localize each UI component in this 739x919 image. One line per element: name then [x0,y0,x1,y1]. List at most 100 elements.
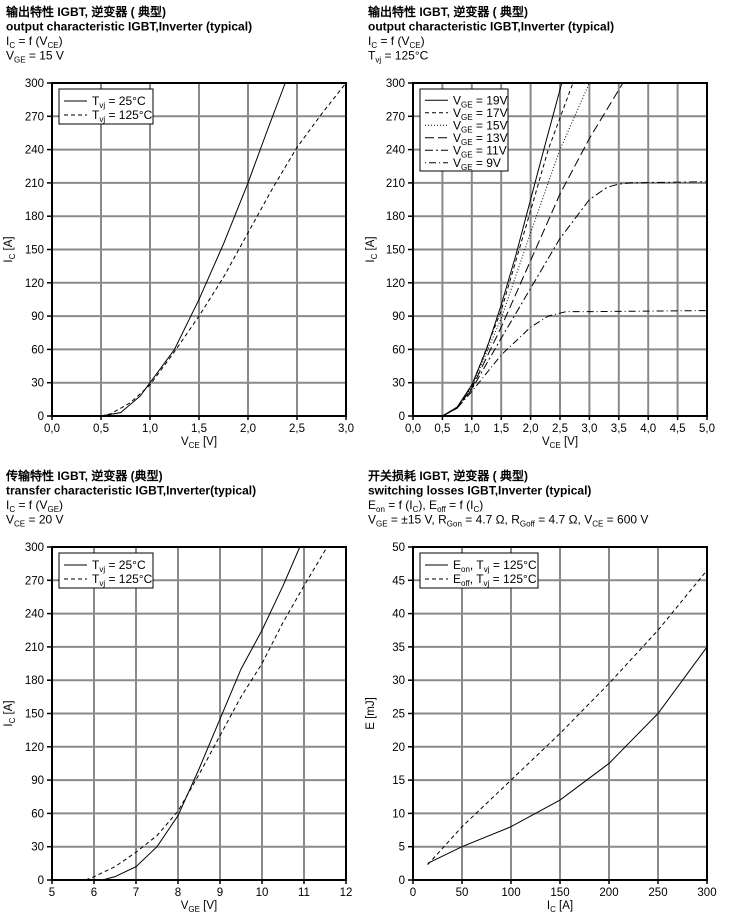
plot-frame [412,82,708,417]
subscript: vj [375,56,381,65]
y-tick-label: 150 [25,245,44,257]
legend-label: Eon, Tvj = 125°C [453,558,537,574]
text-segment: = 15 V [26,49,64,63]
legend-label: VGE = 11V [453,143,507,159]
text-segment: V [6,513,14,527]
text-segment: I [6,34,9,48]
y-axis-label: IC [A] [3,700,17,726]
series-line-2 [100,82,347,417]
y-tick-label: 60 [31,808,44,820]
text-segment: = 125°C [489,572,536,586]
subscript: GE [461,138,473,147]
x-tick-label: 11 [298,887,310,899]
text-segment: V [6,49,14,63]
subscript: C [9,41,15,50]
text-segment: = f (V [377,34,409,48]
subscript: Goff [520,520,536,529]
x-tick-label: 2,5 [552,423,568,435]
subscript: CE [550,441,561,450]
y-tick-label: 210 [25,642,44,654]
series-line-2 [427,569,708,866]
x-tick-label: 100 [501,887,520,899]
subscript: GE [47,505,59,514]
subscript: vj [99,565,105,574]
x-tick-label: 6 [91,887,97,899]
text-segment: = f (I [446,498,474,512]
text-segment: I [6,498,9,512]
subscript: CE [409,41,420,50]
chart-condition: VCE = 20 V [6,513,64,529]
chart-title: output characteristic IGBT,Inverter (typ… [6,20,252,34]
text-segment: T [92,558,100,572]
legend-box [419,552,539,589]
y-tick-label: 60 [392,344,405,356]
subscript: C [371,41,377,50]
legend-box [58,88,154,125]
text-segment: = f (V [15,498,47,512]
x-tick-label: 2,5 [289,423,305,435]
x-tick-label: 12 [340,887,353,899]
text-segment: = 125°C [489,558,536,572]
legend-box [419,88,509,172]
chart-condition: Tvj = 125°C [368,49,429,65]
y-tick-label: 120 [25,742,44,754]
text-segment: , T [470,558,484,572]
legend-label: VGE = 13V [453,131,508,147]
subscript: CE [189,441,200,450]
y-tick-label: 150 [386,245,405,257]
x-tick-label: 0,5 [434,423,450,435]
text-segment: V [542,436,550,448]
x-tick-label: 4,0 [640,423,656,435]
chart-title: switching losses IGBT,Inverter (typical) [368,484,591,498]
text-segment: ) [59,34,63,48]
text-segment: output characteristic IGBT,Inverter (typ… [6,20,252,34]
subscript: CE [14,520,25,529]
text-segment: [V] [561,436,578,448]
legend-label: Tvj = 25°C [92,558,146,574]
y-tick-label: 300 [25,542,44,554]
chart-condition: Eon = f (IC), Eoff = f (IC) [368,498,483,514]
text-segment: T [92,572,100,586]
x-tick-label: 1,0 [142,423,158,435]
y-tick-label: 270 [25,575,44,587]
y-tick-label: 35 [392,642,405,654]
x-tick-label: 0,0 [405,423,421,435]
text-segment: = 19V [473,93,508,107]
legend-label: VGE = 9V [453,156,501,172]
text-segment: I [365,259,377,262]
y-tick-label: 30 [31,842,44,854]
y-tick-label: 270 [386,111,405,123]
legend-label: VGE = 15V [453,118,508,134]
y-tick-label: 0 [399,875,405,887]
x-tick-label: 1,5 [493,423,509,435]
x-tick-label: 300 [697,887,716,899]
subscript: C [413,505,419,514]
text-segment: E [mJ] [365,697,377,730]
y-tick-label: 5 [399,842,405,854]
y-tick-label: 300 [25,78,44,90]
y-tick-label: 240 [25,609,44,621]
y-tick-label: 240 [386,145,405,157]
y-tick-label: 150 [25,709,44,721]
text-segment: [A] [3,236,15,253]
x-tick-label: 5 [49,887,55,899]
chart-title: transfer characteristic IGBT,Inverter(ty… [6,484,256,498]
y-tick-label: 30 [392,378,405,390]
text-segment: E [368,498,376,512]
text-segment: = 15V [473,118,508,132]
text-segment: = 17V [473,106,508,120]
subscript: CE [592,520,603,529]
x-tick-label: 9 [217,887,223,899]
series-line-1 [427,646,708,864]
text-segment: = f (V [15,34,47,48]
text-segment: V [453,143,461,157]
text-segment: 输出特性 IGBT, 逆变器 ( 典型) [6,4,166,19]
text-segment: T [92,94,100,108]
text-segment: I [368,34,371,48]
subscript: C [8,253,17,259]
series-line-2 [85,546,328,881]
y-tick-label: 45 [392,575,405,587]
x-tick-label: 250 [648,887,667,899]
